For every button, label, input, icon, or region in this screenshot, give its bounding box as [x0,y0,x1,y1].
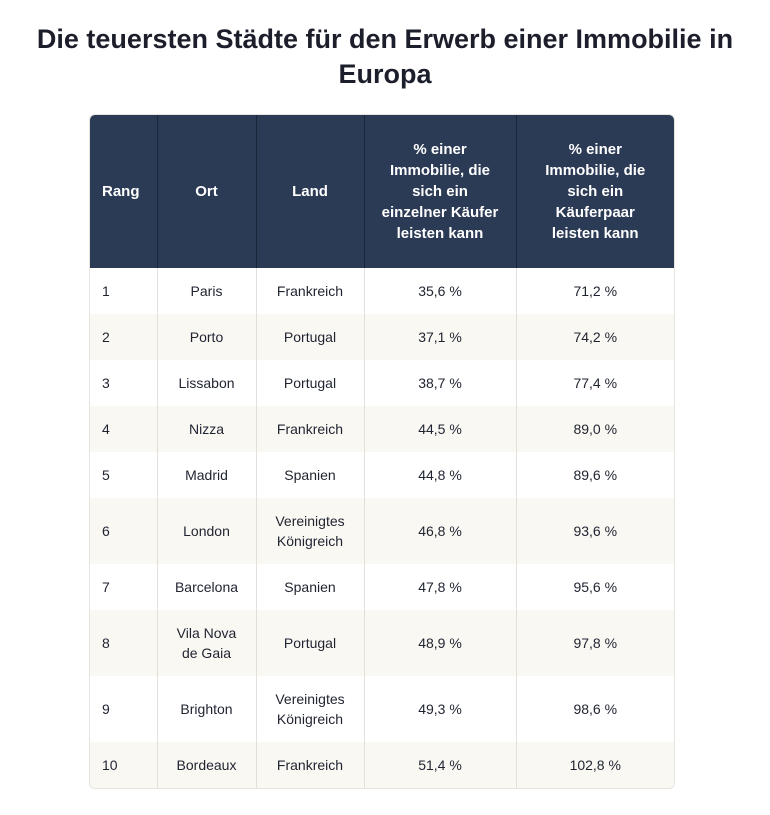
table-cell: Lissabon [156,360,256,406]
table-cell: 35,6 % [363,268,516,314]
header-cell: % einer Immobilie, die sich ein Käuferpa… [515,115,674,268]
table-cell: 102,8 % [515,742,674,788]
table-cell: Nizza [156,406,256,452]
table-cell: Paris [156,268,256,314]
table-cell: 71,2 % [515,268,674,314]
table-row: 6 London Vereinigtes Königreich 46,8 % 93,6 … [90,498,674,564]
table-cell: 38,7 % [363,360,516,406]
table-cell: Vila Nova de Gaia [156,610,256,676]
table-cell: 7 [102,579,110,595]
table-cell: Barcelona [156,564,256,610]
table-cell: 44,5 % [363,406,516,452]
table-cell: 49,3 % [363,676,516,742]
table-cell: 74,2 % [515,314,674,360]
header-row: Rang Ort Land% einer Immobilie, die sich e… [90,115,674,268]
table-row: 7 Barcelona Spanien 47,8 % 95,6 % [90,564,674,610]
table-cell: 47,8 % [363,564,516,610]
table-cell: 2 [90,314,157,360]
header-cell: % einer Immobilie, die sich ein einzelne… [363,115,516,268]
table-cell: 97,8 % [515,610,674,676]
table: Rang Ort Land% einer Immobilie, die sich e… [90,115,674,788]
table-cell: Frankreich [255,406,364,452]
table-cell: 77,4 % [515,360,674,406]
table-row: 1 Paris Frankreich 35,6 % 71,2 % [90,268,674,314]
table-row: 3 Lissabon Portugal 38,7 % 77,4 % [90,360,674,406]
table-cell: 10 [90,742,157,788]
table-row: 10 Bordeaux Frankreich 51,4 % 102,8 % [90,742,674,788]
table-cell: Vereinigtes Königreich [255,676,364,742]
table-cell: 1 [102,283,110,299]
table-row: 2 Porto Portugal 37,1 % 74,2 % [90,314,674,360]
table-row: 5 Madrid Spanien 44,8 % 89,6 % [90,452,674,498]
table-body: 1 Paris Frankreich 35,6 % 71,2 % 2 Porto Portug… [90,268,674,788]
table-header: Rang Ort Land% einer Immobilie, die sich e… [90,115,674,268]
table-cell: Portugal [255,610,364,676]
table-cell: 93,6 % [515,498,674,564]
table-cell: 3 [102,375,110,391]
table-cell: 51,4 % [363,742,516,788]
header-cell: Land [255,115,364,268]
table-cell: 46,8 % [363,498,516,564]
table-cell: Portugal [255,360,364,406]
table-cell: 44,8 % [363,452,516,498]
table-cell: Madrid [156,452,256,498]
table-row: 4 Nizza Frankreich 44,5 % 89,0 % [90,406,674,452]
table-cell: 8 [90,610,157,676]
table-cell: 6 [90,498,157,564]
table-cell: Spanien [255,452,364,498]
table-cell: 5 [102,467,110,483]
table-cell: Porto [156,314,256,360]
table-cell: 4 [90,406,157,452]
table-cell: 48,9 % [363,610,516,676]
table-cell: Frankreich [255,268,364,314]
table-cell: Spanien [255,564,364,610]
table-cell: 89,0 % [515,406,674,452]
table-cell: Portugal [255,314,364,360]
table-cell: 37,1 % [363,314,516,360]
table-cell: Bordeaux [156,742,256,788]
table-cell: 9 [102,701,110,717]
table-cell: 98,6 % [515,676,674,742]
table-cell: 95,6 % [515,564,674,610]
table-cell: Brighton [156,676,256,742]
table-cell: 89,6 % [515,452,674,498]
table-cell: London [156,498,256,564]
header-cell: Rang [90,115,157,268]
table-cell: Frankreich [255,742,364,788]
table-row: 9 Brighton Vereinigtes Königreich 49,3 % 98,… [90,676,674,742]
title: Die teuersten Städte für den Erwerb eine… [36,24,734,89]
table-row: 8 Vila Nova de Gaia Portugal 48,9 % 97,8 % [90,610,674,676]
table-cell: Vereinigtes Königreich [255,498,364,564]
header-cell: Ort [156,115,256,268]
table-container: Rang Ort Land% einer Immobilie, die sich e… [89,114,675,789]
